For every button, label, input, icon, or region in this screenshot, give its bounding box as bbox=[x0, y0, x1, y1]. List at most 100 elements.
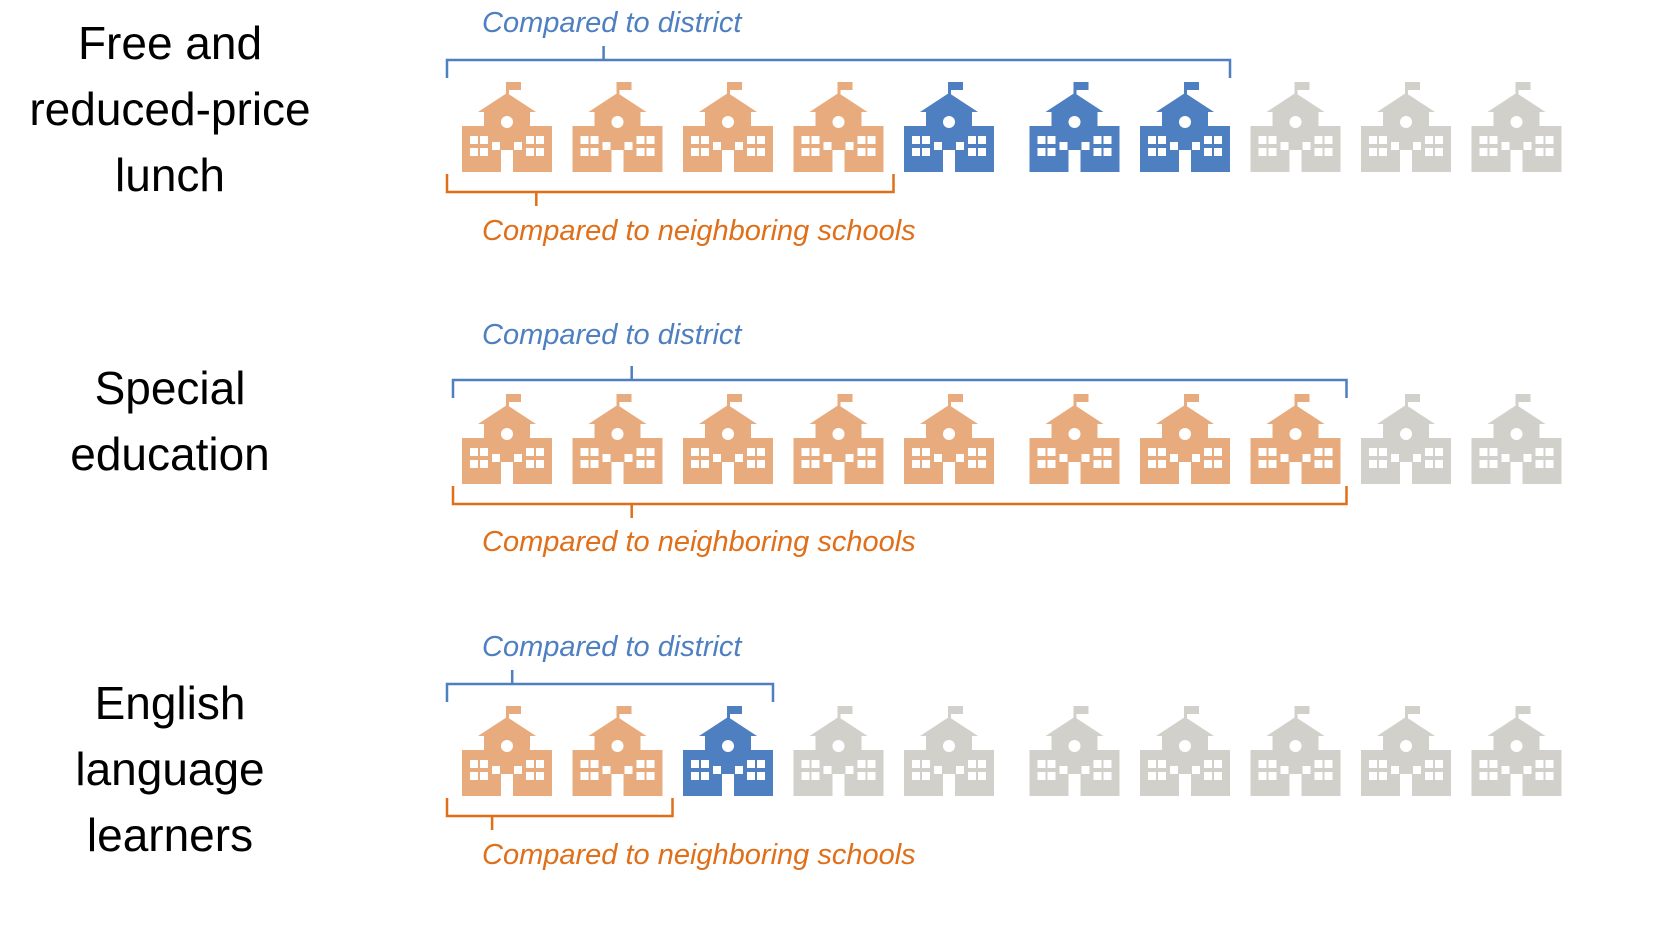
icon-window bbox=[1425, 448, 1433, 456]
icon-window bbox=[801, 136, 810, 144]
icon-window bbox=[722, 740, 734, 752]
icon-flag bbox=[727, 706, 730, 720]
icon-window bbox=[590, 448, 599, 456]
icon-flag bbox=[837, 394, 841, 408]
icon-window bbox=[811, 460, 820, 468]
icon-roof bbox=[1156, 717, 1214, 736]
icon-window bbox=[492, 454, 500, 462]
icon-window bbox=[1204, 460, 1212, 468]
icon-window bbox=[1425, 148, 1433, 156]
icon-window bbox=[857, 148, 866, 156]
icon-window bbox=[602, 454, 611, 462]
district-annotation: Compared to district bbox=[482, 7, 743, 39]
icon-window bbox=[1535, 448, 1544, 456]
icon-roof bbox=[809, 405, 868, 424]
icon-window bbox=[602, 142, 611, 150]
icon-window bbox=[1425, 460, 1433, 468]
icon-window bbox=[1103, 760, 1112, 768]
icon-window bbox=[1369, 772, 1377, 780]
icon-window bbox=[701, 148, 709, 156]
icon-window bbox=[1535, 772, 1544, 780]
icon-window bbox=[978, 448, 986, 456]
icon-window bbox=[1435, 148, 1443, 156]
icon-window bbox=[1479, 136, 1488, 144]
icon-window bbox=[811, 148, 820, 156]
school-icon bbox=[1140, 82, 1230, 172]
icon-window bbox=[1314, 772, 1323, 780]
icon-window bbox=[1324, 460, 1333, 468]
icon-door bbox=[1510, 774, 1523, 796]
icon-window bbox=[611, 116, 624, 128]
icon-window bbox=[480, 136, 488, 144]
row-label: Free and bbox=[78, 17, 262, 69]
icon-roof bbox=[920, 93, 978, 112]
icon-window bbox=[832, 740, 845, 752]
icon-window bbox=[757, 772, 765, 780]
icon-window bbox=[978, 760, 986, 768]
icon-window bbox=[636, 136, 645, 144]
icon-flag bbox=[840, 706, 853, 714]
school-icon bbox=[1029, 394, 1120, 484]
icon-window bbox=[1170, 142, 1178, 150]
icon-window bbox=[1059, 766, 1068, 774]
icon-flag bbox=[730, 394, 742, 402]
icon-window bbox=[1047, 148, 1056, 156]
school-icon bbox=[462, 394, 552, 484]
school-icon bbox=[904, 82, 994, 172]
icon-window bbox=[1068, 116, 1081, 128]
icon-window bbox=[1425, 136, 1433, 144]
icon-roof bbox=[588, 717, 647, 736]
icon-window bbox=[480, 148, 488, 156]
icon-window bbox=[968, 760, 976, 768]
icon-window bbox=[801, 772, 810, 780]
icon-roof bbox=[699, 93, 757, 112]
icon-window bbox=[1179, 116, 1191, 128]
icon-window bbox=[492, 142, 500, 150]
icon-window bbox=[1425, 760, 1433, 768]
icon-window bbox=[480, 460, 488, 468]
icon-window bbox=[611, 740, 624, 752]
icon-window bbox=[1289, 740, 1302, 752]
icon-window bbox=[1302, 766, 1311, 774]
school-icon bbox=[1361, 706, 1451, 796]
icon-window bbox=[526, 460, 534, 468]
icon-door bbox=[501, 774, 513, 796]
icon-window bbox=[1037, 448, 1046, 456]
icon-window bbox=[757, 448, 765, 456]
icon-window bbox=[1148, 136, 1156, 144]
icon-window bbox=[968, 148, 976, 156]
icon-window bbox=[747, 460, 755, 468]
icon-flag bbox=[1297, 394, 1310, 402]
icon-window bbox=[1379, 148, 1387, 156]
school-icon bbox=[1250, 394, 1341, 484]
icon-window bbox=[590, 760, 599, 768]
icon-window bbox=[713, 142, 721, 150]
icon-window bbox=[536, 760, 544, 768]
icon-window bbox=[1068, 428, 1081, 440]
icon-window bbox=[480, 772, 488, 780]
icon-window bbox=[867, 772, 876, 780]
icon-window bbox=[1214, 460, 1222, 468]
school-icon bbox=[1471, 394, 1562, 484]
row-label: Special bbox=[95, 362, 246, 414]
icon-flag bbox=[506, 82, 509, 96]
icon-window bbox=[1103, 772, 1112, 780]
icon-flag bbox=[730, 82, 742, 90]
icon-window bbox=[956, 142, 964, 150]
icon-door bbox=[501, 150, 513, 172]
icon-door bbox=[943, 462, 955, 484]
icon-flag bbox=[1073, 82, 1077, 96]
icon-window bbox=[1535, 760, 1544, 768]
icon-flag bbox=[1515, 394, 1519, 408]
icon-window bbox=[1268, 460, 1277, 468]
icon-window bbox=[501, 116, 513, 128]
icon-window bbox=[801, 760, 810, 768]
icon-window bbox=[1258, 136, 1267, 144]
icon-window bbox=[501, 740, 513, 752]
icon-flag bbox=[1187, 394, 1199, 402]
icon-window bbox=[857, 448, 866, 456]
row-label: language bbox=[75, 743, 264, 795]
icon-door bbox=[1400, 774, 1412, 796]
icon-window bbox=[470, 136, 478, 144]
